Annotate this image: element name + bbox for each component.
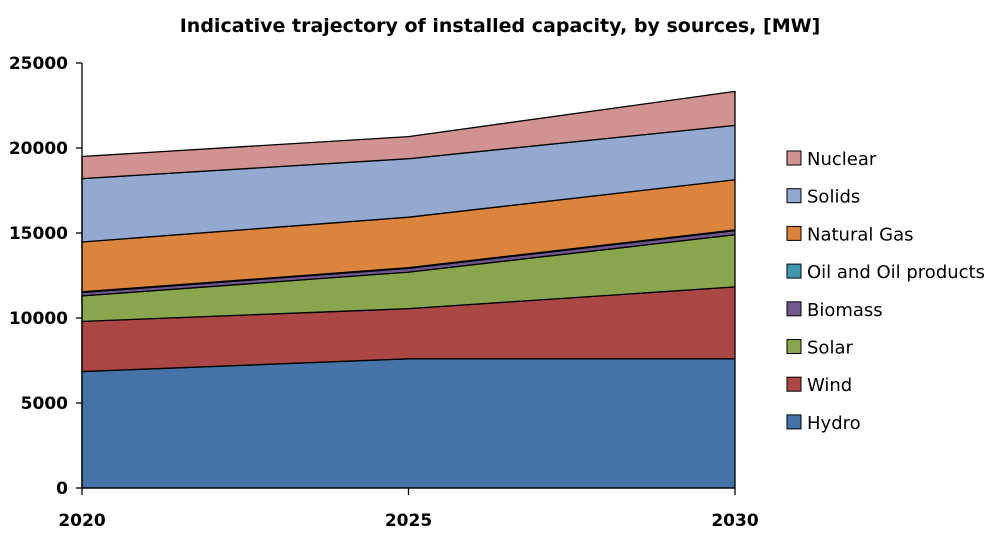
legend-swatch	[786, 376, 802, 392]
x-tick-label: 2030	[711, 511, 758, 531]
y-tick-label: 5000	[21, 394, 68, 414]
x-tick-label: 2025	[385, 511, 432, 531]
legend-label: Biomass	[807, 300, 883, 321]
legend-swatch	[786, 339, 802, 354]
y-tick-label: 20000	[9, 139, 68, 159]
y-tick-label: 25000	[9, 54, 68, 74]
legend-swatch	[786, 150, 802, 166]
legend-swatch	[786, 263, 802, 279]
legend-swatch	[786, 301, 802, 317]
legend-item-solids: Solids	[786, 187, 860, 208]
legend-swatch	[786, 225, 802, 241]
legend-item-nuclear: Nuclear	[786, 149, 877, 170]
legend-label: Solar	[807, 338, 853, 359]
x-tick-label: 2020	[58, 511, 105, 531]
legend-swatch	[786, 188, 802, 204]
y-tick-label: 0	[56, 479, 68, 499]
legend: Nuclear Solids Natural Gas Oil and Oil prod…	[786, 149, 985, 434]
legend-item-biomass: Biomass	[786, 300, 883, 321]
legend-item-oil-and-oil-products: Oil and Oil products	[786, 262, 985, 283]
legend-label: Solids	[807, 187, 860, 208]
legend-label: Nuclear	[807, 149, 877, 170]
y-tick-label: 15000	[9, 224, 68, 244]
legend-item-wind: Wind	[786, 375, 852, 396]
y-tick-label: 10000	[9, 309, 68, 329]
legend-label: Oil and Oil products	[807, 262, 985, 283]
legend-label: Hydro	[807, 413, 861, 434]
legend-item-natural-gas: Natural Gas	[786, 224, 913, 245]
legend-label: Natural Gas	[807, 224, 913, 245]
legend-item-hydro: Hydro	[786, 413, 861, 434]
axes: 0 5000 10000 15000 20000 25000 2020 2025 2030	[9, 54, 759, 531]
chart-title: Indicative trajectory of installed capac…	[180, 15, 821, 37]
legend-swatch	[786, 414, 802, 430]
legend-label: Wind	[807, 375, 852, 396]
plot-area	[81, 90, 736, 489]
legend-item-solar: Solar	[786, 338, 853, 359]
area-hydro	[81, 358, 736, 489]
